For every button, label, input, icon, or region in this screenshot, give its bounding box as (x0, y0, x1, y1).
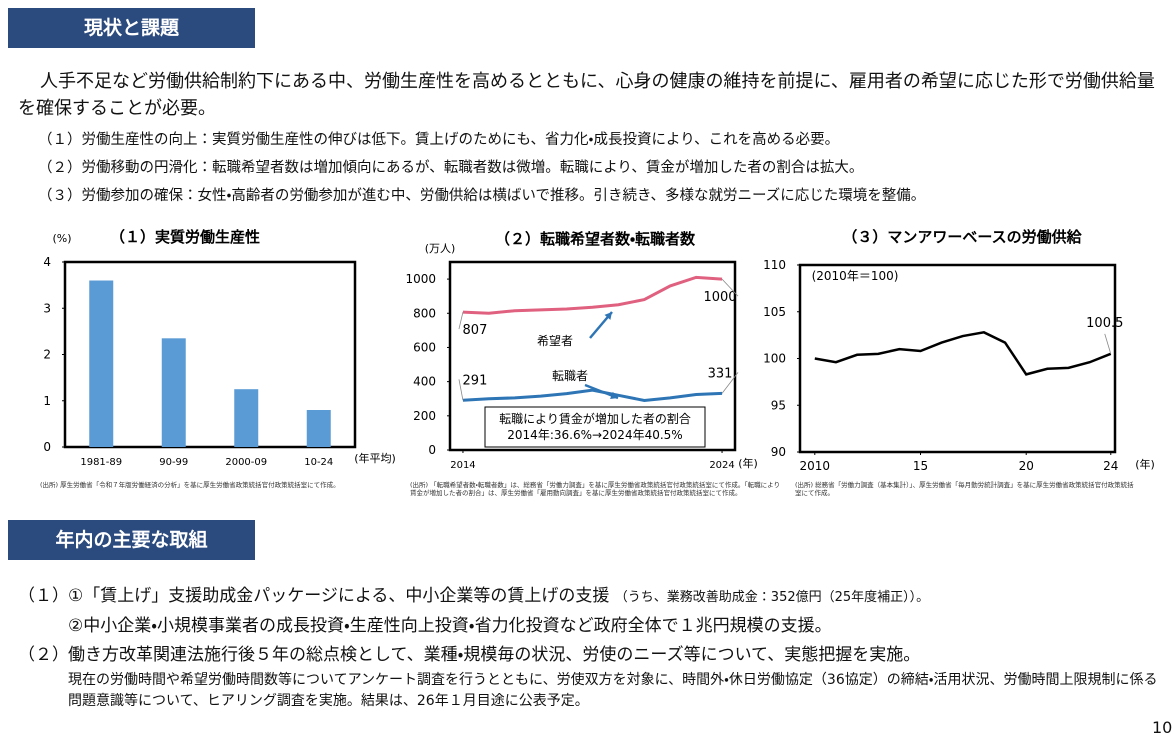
item-text: 働き方改革関連法施行後５年の総点検として、業種・規模毎の状況、労使のニーズ等につ… (68, 645, 921, 665)
item-text: ②中小企業・小規模事業者の成長投資・生産性向上投資・省力化投資など政府全体で１兆… (68, 616, 832, 636)
y-tick-label: 0 (43, 440, 51, 454)
line (814, 331, 1112, 376)
y-tick-label: 0 (428, 443, 436, 457)
y-axis-label: (%) (52, 232, 71, 245)
y-axis-label: (万人) (425, 242, 456, 255)
y-tick-label: 600 (413, 340, 436, 354)
y-tick-label: 2 (43, 348, 51, 362)
x-tick-label: 15 (913, 459, 928, 473)
source-note: (出所) 「転職希望者数・転職者数」は、総務省「労働力調査」を基に厚生労働省政策… (410, 481, 780, 497)
point: （２）労働移動の円滑化：転職希望者数は増加傾向にあるが、転職者数は微増。転職によ… (38, 160, 864, 176)
line (462, 275, 723, 315)
note-text: (2010年＝100) (812, 269, 899, 283)
x-tick-label: 10-24 (304, 457, 333, 468)
x-tick-label: 1981-89 (80, 457, 122, 468)
intro-text: 人手不足など労働供給制約下にある中、労働生産性を高めるとともに、心身の健康の維持… (18, 71, 1155, 119)
line (462, 388, 723, 402)
y-tick-label: 1000 (405, 272, 436, 286)
series-label: 転職者 (552, 369, 588, 383)
item: （１）①「賃上げ」支援助成金パッケージによる、中小企業等の賃上げの支援 （うち、… (18, 582, 1168, 612)
bar (161, 338, 186, 447)
item-text: ①「賃上げ」支援助成金パッケージによる、中小企業等の賃上げの支援 (68, 586, 610, 606)
x-axis-label: (年) (738, 456, 758, 470)
y-tick-label: 200 (413, 409, 436, 423)
y-tick-label: 4 (43, 255, 51, 269)
x-axis-label: (年) (1135, 457, 1155, 471)
leader (721, 372, 739, 394)
point: （３）労働参加の確保：女性・高齢者の労働参加が進む中、労働供給は横ばいで推移。引… (38, 188, 926, 204)
bar (306, 410, 331, 447)
x-tick-label: 24 (1103, 459, 1118, 473)
y-tick-label: 100 (763, 352, 786, 366)
leader (721, 278, 739, 297)
data-label: 807 (463, 323, 488, 338)
x-tick-label: 90-99 (159, 457, 188, 468)
source-note: (出所) 総務省「労働力調査（基本集計）」、厚生労働省「毎月勤労統計調査」を基に… (795, 481, 1134, 497)
source-text: (出所) 「転職希望者数・転職者数」は、総務省「労働力調査」を基に厚生労働省政策… (410, 481, 780, 497)
leader (1104, 333, 1112, 354)
item-detail: 現在の労働時間や希望労働時間数等についてアンケート調査を行うとともに、労使双方を… (68, 672, 1158, 709)
chart-title: （３）マンアワーベースの労働供給 (842, 228, 1082, 246)
data-label: 100.5 (1086, 316, 1123, 331)
note-text: 2014年:36.6%→2024年40.5% (507, 428, 682, 442)
points: （１）労働生産性の向上：実質労働生産性の伸びは低下。賃上げのためにも、省力化・成… (38, 126, 925, 210)
y-tick-label: 800 (413, 306, 436, 320)
y-tick-label: 400 (413, 375, 436, 389)
x-tick-label: 2014 (450, 460, 475, 471)
x-tick-label: 2000-09 (225, 457, 267, 468)
item: ②中小企業・小規模事業者の成長投資・生産性向上投資・省力化投資など政府全体で１兆… (18, 612, 1168, 641)
x-tick-label: 2010 (800, 459, 831, 473)
point: （１）労働生産性の向上：実質労働生産性の伸びは低下。賃上げのためにも、省力化・成… (38, 132, 840, 148)
note-text: 転職により賃金が増加した者の割合 (499, 411, 691, 426)
bar (89, 280, 114, 447)
section-header: 年内の主要な取組 (8, 520, 255, 560)
source-text: (出所) 総務省「労働力調査（基本集計）」、厚生労働省「毎月勤労統計調査」を基に… (795, 481, 1134, 497)
y-tick-label: 1 (43, 394, 51, 408)
y-tick-label: 95 (771, 398, 786, 412)
y-tick-label: 105 (763, 305, 786, 319)
item-number: （２） (18, 645, 69, 665)
data-label: 291 (463, 373, 488, 388)
note-box (484, 406, 706, 448)
arrow-head (610, 391, 618, 399)
item-note: （うち、業務改善助成金：352億円（25年度補正））。 (614, 590, 930, 605)
y-tick-label: 90 (771, 445, 786, 459)
charts: （１）実質労働生産性 (%) (年平均) (出所) 厚生労働省「令和７年版労働経済の分… (40, 228, 1155, 497)
data-label: 331 (708, 366, 733, 381)
plot-frame (448, 260, 737, 452)
chart-title: （２）転職希望者数・転職者数 (495, 230, 696, 248)
arrow-head (604, 312, 612, 320)
leader (458, 311, 464, 330)
y-tick-label: 110 (763, 258, 786, 272)
x-axis-label: (年平均) (354, 451, 396, 465)
bar (234, 389, 259, 447)
x-tick-label: 2024 (709, 460, 734, 471)
item-number: （１） (18, 586, 69, 606)
series-label: 希望者 (537, 333, 573, 348)
source-text: (出所) 厚生労働省「令和７年版労働経済の分析」を基に厚生労働省政策統括官付政策… (40, 481, 340, 489)
page-number: 10 (1152, 718, 1173, 737)
initiatives: （１）①「賃上げ」支援助成金パッケージによる、中小企業等の賃上げの支援 （うち、… (18, 582, 1168, 712)
leader (458, 379, 464, 401)
item: （２）働き方改革関連法施行後５年の総点検として、業種・規模毎の状況、労使のニーズ… (18, 641, 1168, 670)
section-header: 現状と課題 (8, 8, 255, 48)
data-label: 1000 (703, 290, 736, 305)
y-tick-label: 3 (43, 301, 51, 315)
x-tick-label: 20 (1019, 459, 1034, 473)
chart-title: （１）実質労働生産性 (110, 228, 260, 246)
source-note: (出所) 厚生労働省「令和７年版労働経済の分析」を基に厚生労働省政策統括官付政策… (40, 481, 340, 489)
